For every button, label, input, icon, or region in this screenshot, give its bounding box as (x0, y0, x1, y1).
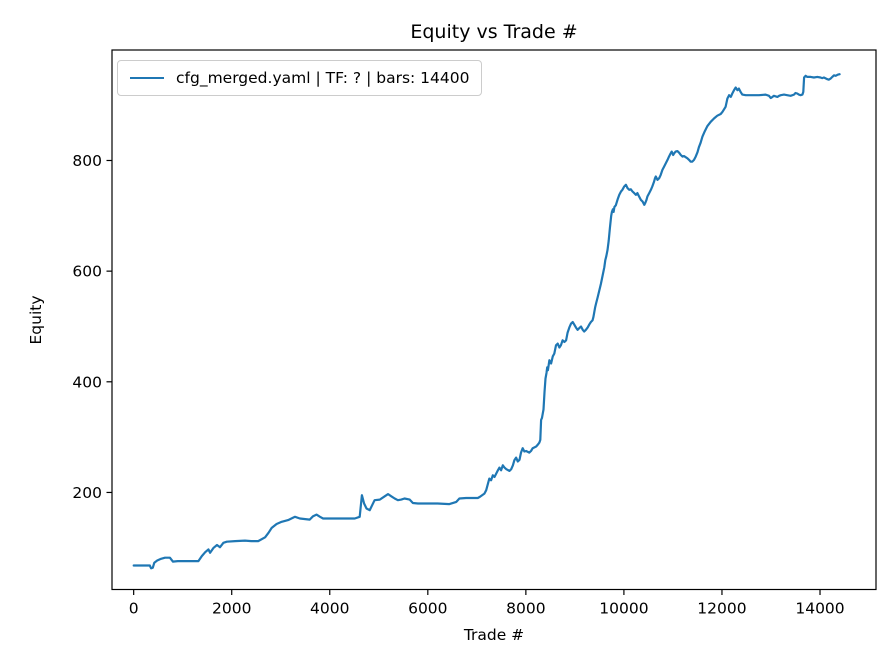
x-tick-label: 2000 (212, 600, 251, 618)
legend-label: cfg_merged.yaml | TF: ? | bars: 14400 (176, 69, 470, 87)
x-tick-label: 8000 (506, 600, 545, 618)
x-tick-label: 10000 (599, 600, 648, 618)
y-tick-label: 600 (72, 263, 102, 281)
y-tick-label: 800 (72, 152, 102, 170)
chart-title: Equity vs Trade # (410, 21, 578, 43)
y-tick-label: 200 (72, 484, 102, 502)
x-tick-label: 14000 (795, 600, 844, 618)
y-axis-label: Equity (27, 295, 45, 345)
equity-line (132, 73, 841, 570)
axes-frame (111, 49, 877, 591)
x-axis-label: Trade # (463, 626, 525, 644)
x-tick-label: 12000 (697, 600, 746, 618)
legend-line-sample (130, 76, 164, 80)
x-tick-label: 4000 (310, 600, 349, 618)
legend: cfg_merged.yaml | TF: ? | bars: 14400 (117, 60, 483, 96)
x-tick-label: 0 (129, 600, 139, 618)
y-tick-label: 400 (72, 373, 102, 391)
x-tick-label: 6000 (408, 600, 447, 618)
